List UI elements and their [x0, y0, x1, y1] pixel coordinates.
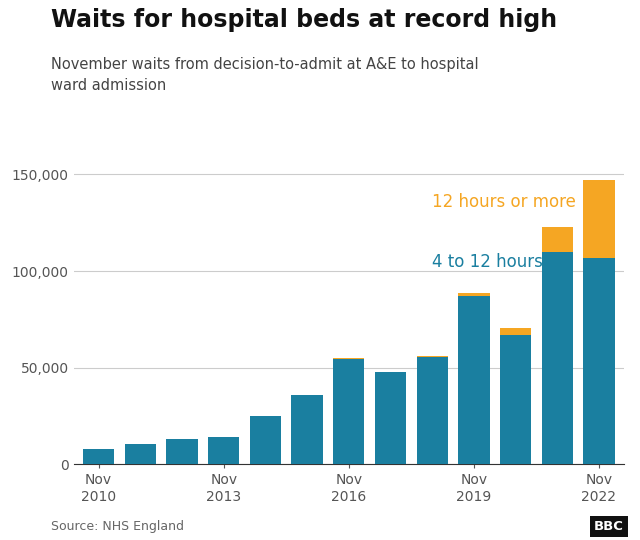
Text: Waits for hospital beds at record high: Waits for hospital beds at record high: [51, 8, 557, 32]
Text: 4 to 12 hours: 4 to 12 hours: [432, 253, 543, 271]
Bar: [125, 444, 156, 464]
Bar: [291, 395, 323, 464]
Bar: [458, 296, 490, 464]
Text: 12 hours or more: 12 hours or more: [432, 193, 576, 211]
Bar: [208, 437, 239, 464]
Bar: [541, 252, 573, 464]
Bar: [333, 359, 364, 464]
Text: November waits from decision-to-admit at A&E to hospital
ward admission: November waits from decision-to-admit at…: [51, 57, 479, 93]
Bar: [250, 416, 281, 464]
Bar: [375, 372, 406, 464]
Bar: [83, 449, 115, 464]
Bar: [583, 180, 614, 258]
Bar: [500, 335, 531, 464]
Bar: [333, 357, 364, 359]
Bar: [458, 293, 490, 296]
Bar: [417, 356, 448, 357]
Bar: [166, 439, 198, 464]
Text: Source: NHS England: Source: NHS England: [51, 520, 184, 533]
Bar: [541, 227, 573, 252]
Bar: [500, 328, 531, 335]
Text: BBC: BBC: [594, 520, 624, 533]
Bar: [583, 258, 614, 464]
Bar: [417, 357, 448, 464]
